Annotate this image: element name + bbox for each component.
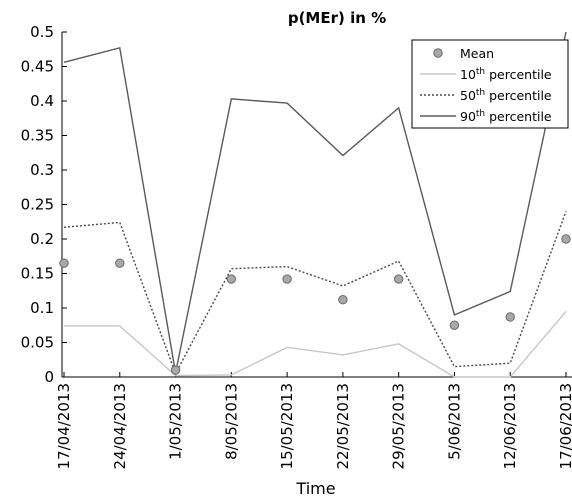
y-tick-label: 0.2 [30,230,54,248]
legend-swatch-mean [433,48,443,58]
x-tick-label: 15/05/2013 [278,383,296,469]
y-tick-label: 0.45 [21,58,54,76]
mean-point [282,274,292,284]
mean-point [338,295,348,305]
y-tick-label: 0.5 [30,23,54,41]
y-tick-label: 0.05 [21,334,54,352]
legend: Mean 10th percentile 50th percentile 90th p… [411,39,569,129]
legend-label: 50th percentile [460,88,552,103]
mean-point [170,365,181,375]
x-tick-label: 24/04/2013 [111,383,129,469]
y-tick-label: 0 [44,368,54,386]
series-line-90th [63,31,567,373]
y-tick-label: 0.1 [30,299,54,317]
y-tick-label: 0.15 [21,265,54,283]
x-tick-label: 8/05/2013 [222,383,240,460]
chart-title: p(MEr) in % [288,9,386,27]
x-tick-label: 12/06/2013 [501,383,519,469]
y-tick-label: 0.4 [30,92,54,110]
mean-point [226,274,237,284]
x-tick-label: 1/05/2013 [167,383,185,460]
x-tick-label: 29/05/2013 [390,383,408,469]
mean-point [59,258,69,268]
x-axis-title: Time [295,479,335,498]
y-tick-label: 0.25 [21,196,54,214]
x-tick-label: 17/04/2013 [55,383,73,469]
legend-label: 90th percentile [460,109,552,124]
mean-point [561,234,571,244]
y-tick-label: 0.35 [21,127,54,145]
series-line-10th [64,310,567,378]
mean-point [393,274,404,284]
mean-point [449,320,460,330]
x-tick-label: 17/06/2013 [557,383,572,469]
y-tick-label: 0.3 [30,161,54,179]
x-tick-label: 5/06/2013 [445,383,463,460]
series-line-50th [63,211,567,376]
mean-point [115,258,125,268]
legend-label: Mean [460,46,494,61]
x-tick-label: 22/05/2013 [334,383,352,469]
plot-area: 0 0.05 0.1 0.15 0.2 0.25 0.3 0.35 0.4 0.45 0.5 17/0… [21,23,572,469]
legend-label: 10th percentile [460,67,552,82]
mean-point [505,312,515,322]
